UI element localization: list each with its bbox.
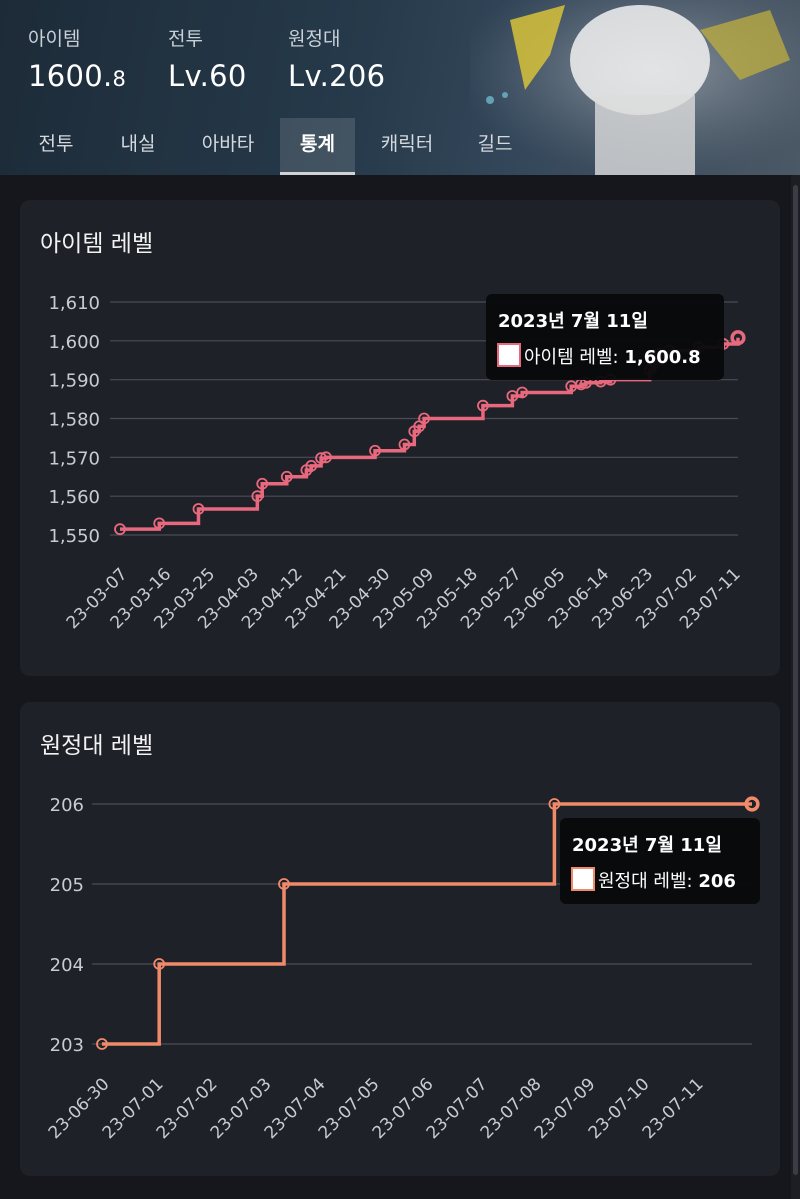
y-tick-label: 1,590 [48, 371, 100, 392]
data-point [506, 390, 519, 402]
y-tick-label: 1,550 [48, 526, 100, 547]
data-point [256, 477, 269, 490]
item-level-chart[interactable]: 1,5501,5601,5701,5801,5901,6001,61023-03… [20, 200, 780, 676]
tab-bar: 전투 내실 아바타 통계 캐릭터 길드 [0, 118, 800, 175]
data-point [320, 451, 332, 464]
data-point [192, 503, 205, 515]
data-point [418, 412, 430, 425]
y-tick-label: 1,560 [48, 487, 100, 508]
character-art [470, 0, 800, 175]
data-point [153, 517, 166, 530]
tooltip-separator: : [613, 347, 625, 368]
tooltip-box [560, 818, 760, 904]
combat-level-value: Lv.60 [168, 59, 247, 93]
data-point [153, 958, 166, 970]
data-point [516, 386, 529, 399]
data-point [732, 331, 744, 344]
tooltip-date: 2023년 7월 11일 [572, 835, 722, 856]
tab-character[interactable]: 캐릭터 [380, 133, 434, 155]
roster-level-card: 원정대 레벨 203 204 205 206 23-06-30 23-07-01 23-07… [20, 702, 780, 1176]
y-tick-label: 1,570 [48, 448, 100, 469]
y-tick-label: 1,600 [48, 332, 100, 353]
y-tick-label: 204 [50, 955, 84, 976]
item-level-label: 아이템 [28, 28, 81, 50]
tooltip-series-name: 아이템 레벨 [524, 347, 613, 368]
roster-level-chart-title: 원정대 레벨 [40, 733, 154, 759]
y-tick-label: 206 [50, 795, 84, 816]
tooltip-value: 206 [698, 871, 736, 892]
tooltip-series-name: 원정대 레벨 [598, 871, 687, 892]
series-line [102, 802, 752, 1046]
tab-avatar[interactable]: 아바타 [201, 133, 255, 155]
data-point [305, 459, 318, 472]
data-point [398, 438, 411, 451]
y-tick-label: 1,610 [48, 293, 100, 314]
combat-level-label: 전투 [168, 28, 203, 50]
data-point [369, 444, 381, 457]
tooltip-value: 1,600.8 [624, 347, 700, 368]
tab-estate[interactable]: 내실 [120, 133, 156, 155]
tooltip-swatch [571, 867, 595, 891]
active-point [730, 330, 746, 346]
roster-level-label: 원정대 [288, 28, 341, 50]
data-point [746, 798, 758, 810]
tab-statistics[interactable]: 통계 [280, 118, 355, 175]
tooltip-box [486, 294, 724, 380]
data-point [96, 1038, 108, 1050]
tooltip-date: 2023년 7월 11일 [498, 311, 648, 332]
tooltip-swatch [497, 343, 521, 367]
profile-header: 아이템 1600.8 전투 Lv.60 원정대 Lv.206 전투 내실 아바타… [0, 0, 800, 175]
scrollbar[interactable] [791, 175, 800, 1199]
tab-combat[interactable]: 전투 [38, 133, 74, 155]
roster-level-stat: 원정대 Lv.206 [288, 24, 385, 93]
data-point [280, 470, 293, 483]
tooltip-separator: : [687, 871, 699, 892]
scrollbar-thumb[interactable] [793, 185, 798, 1175]
y-tick-label: 205 [50, 875, 84, 896]
combat-level-stat: 전투 Lv.60 [168, 24, 247, 93]
data-point [251, 490, 264, 503]
roster-level-value: Lv.206 [288, 59, 386, 93]
data-point [315, 452, 327, 465]
active-point [744, 796, 760, 812]
item-level-chart-title: 아이템 레벨 [40, 231, 154, 257]
item-level-card: 아이템 레벨 1,550 1,560 1,570 1,580 1,590 1,600 1,6… [20, 200, 780, 676]
data-point [114, 523, 126, 536]
item-level-value: 1600.8 [28, 59, 127, 93]
item-level-stat: 아이템 1600.8 [28, 24, 126, 93]
data-point [477, 399, 489, 412]
data-point [548, 798, 561, 810]
tab-guild[interactable]: 길드 [477, 133, 513, 155]
tooltip-label: 아이템 레벨: 1,600.8 [524, 347, 701, 368]
data-point [278, 878, 290, 890]
y-tick-label: 203 [50, 1035, 84, 1056]
roster-level-chart[interactable]: 20320420520623-06-3023-07-0123-07-0223-0… [20, 702, 780, 1176]
tooltip-label: 원정대 레벨: 206 [598, 871, 736, 892]
y-tick-label: 1,580 [48, 410, 100, 431]
